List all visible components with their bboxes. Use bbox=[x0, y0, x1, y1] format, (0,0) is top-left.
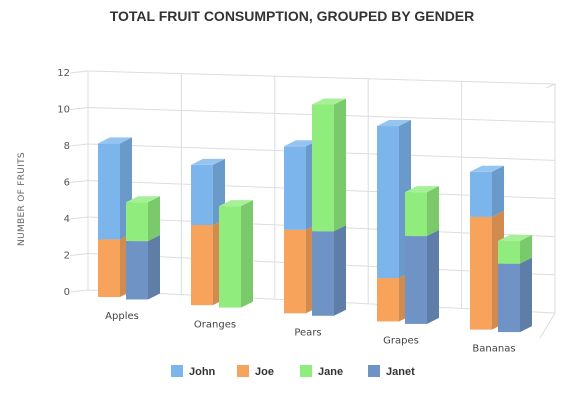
legend-item-janet[interactable]: Janet bbox=[368, 365, 415, 378]
bar-jane-grapes[interactable] bbox=[405, 186, 439, 236]
legend[interactable]: John Joe Jane Janet bbox=[171, 365, 415, 378]
bars bbox=[98, 98, 532, 332]
legend-item-jane[interactable]: Jane bbox=[300, 365, 343, 378]
y-tick-label: 4 bbox=[64, 214, 70, 225]
bar-john-bananas[interactable] bbox=[470, 166, 504, 217]
y-axis-label: NUMBER OF FRUITS bbox=[17, 152, 27, 246]
y-tick-label: 10 bbox=[57, 105, 70, 116]
y-tick-label: 2 bbox=[64, 251, 70, 262]
bar-jane-bananas[interactable] bbox=[498, 235, 532, 264]
bar-jane-pears[interactable] bbox=[312, 98, 346, 231]
bar-janet-apples[interactable] bbox=[126, 235, 160, 299]
bar-janet-pears[interactable] bbox=[312, 225, 346, 316]
category-label-grapes: Grapes bbox=[383, 336, 419, 347]
y-axis-ticks: 0 2 4 6 8 10 12 bbox=[57, 68, 70, 298]
y-tick-label: 0 bbox=[64, 287, 70, 298]
legend-label: Janet bbox=[386, 366, 415, 378]
category-label-oranges: Oranges bbox=[194, 319, 236, 330]
bar-janet-bananas[interactable] bbox=[498, 258, 532, 332]
category-label-pears: Pears bbox=[294, 327, 321, 338]
legend-label: Jane bbox=[318, 366, 343, 378]
x-axis-categories: Apples Oranges Pears Grapes Bananas bbox=[105, 311, 515, 355]
bar-jane-oranges[interactable] bbox=[219, 200, 253, 307]
legend-item-joe[interactable]: Joe bbox=[237, 365, 274, 378]
legend-item-john[interactable]: John bbox=[171, 365, 216, 378]
y-tick-label: 12 bbox=[57, 68, 70, 79]
legend-label: John bbox=[189, 366, 216, 378]
bar-jane-apples[interactable] bbox=[126, 196, 160, 241]
y-tick-label: 6 bbox=[64, 178, 70, 189]
bar-janet-grapes[interactable] bbox=[405, 230, 439, 324]
category-label-bananas: Bananas bbox=[472, 344, 515, 355]
category-label-apples: Apples bbox=[105, 311, 139, 322]
legend-label: Joe bbox=[255, 366, 274, 378]
y-tick-label: 8 bbox=[64, 141, 70, 152]
chart-title: TOTAL FRUIT CONSUMPTION, GROUPED BY GEND… bbox=[110, 8, 475, 24]
